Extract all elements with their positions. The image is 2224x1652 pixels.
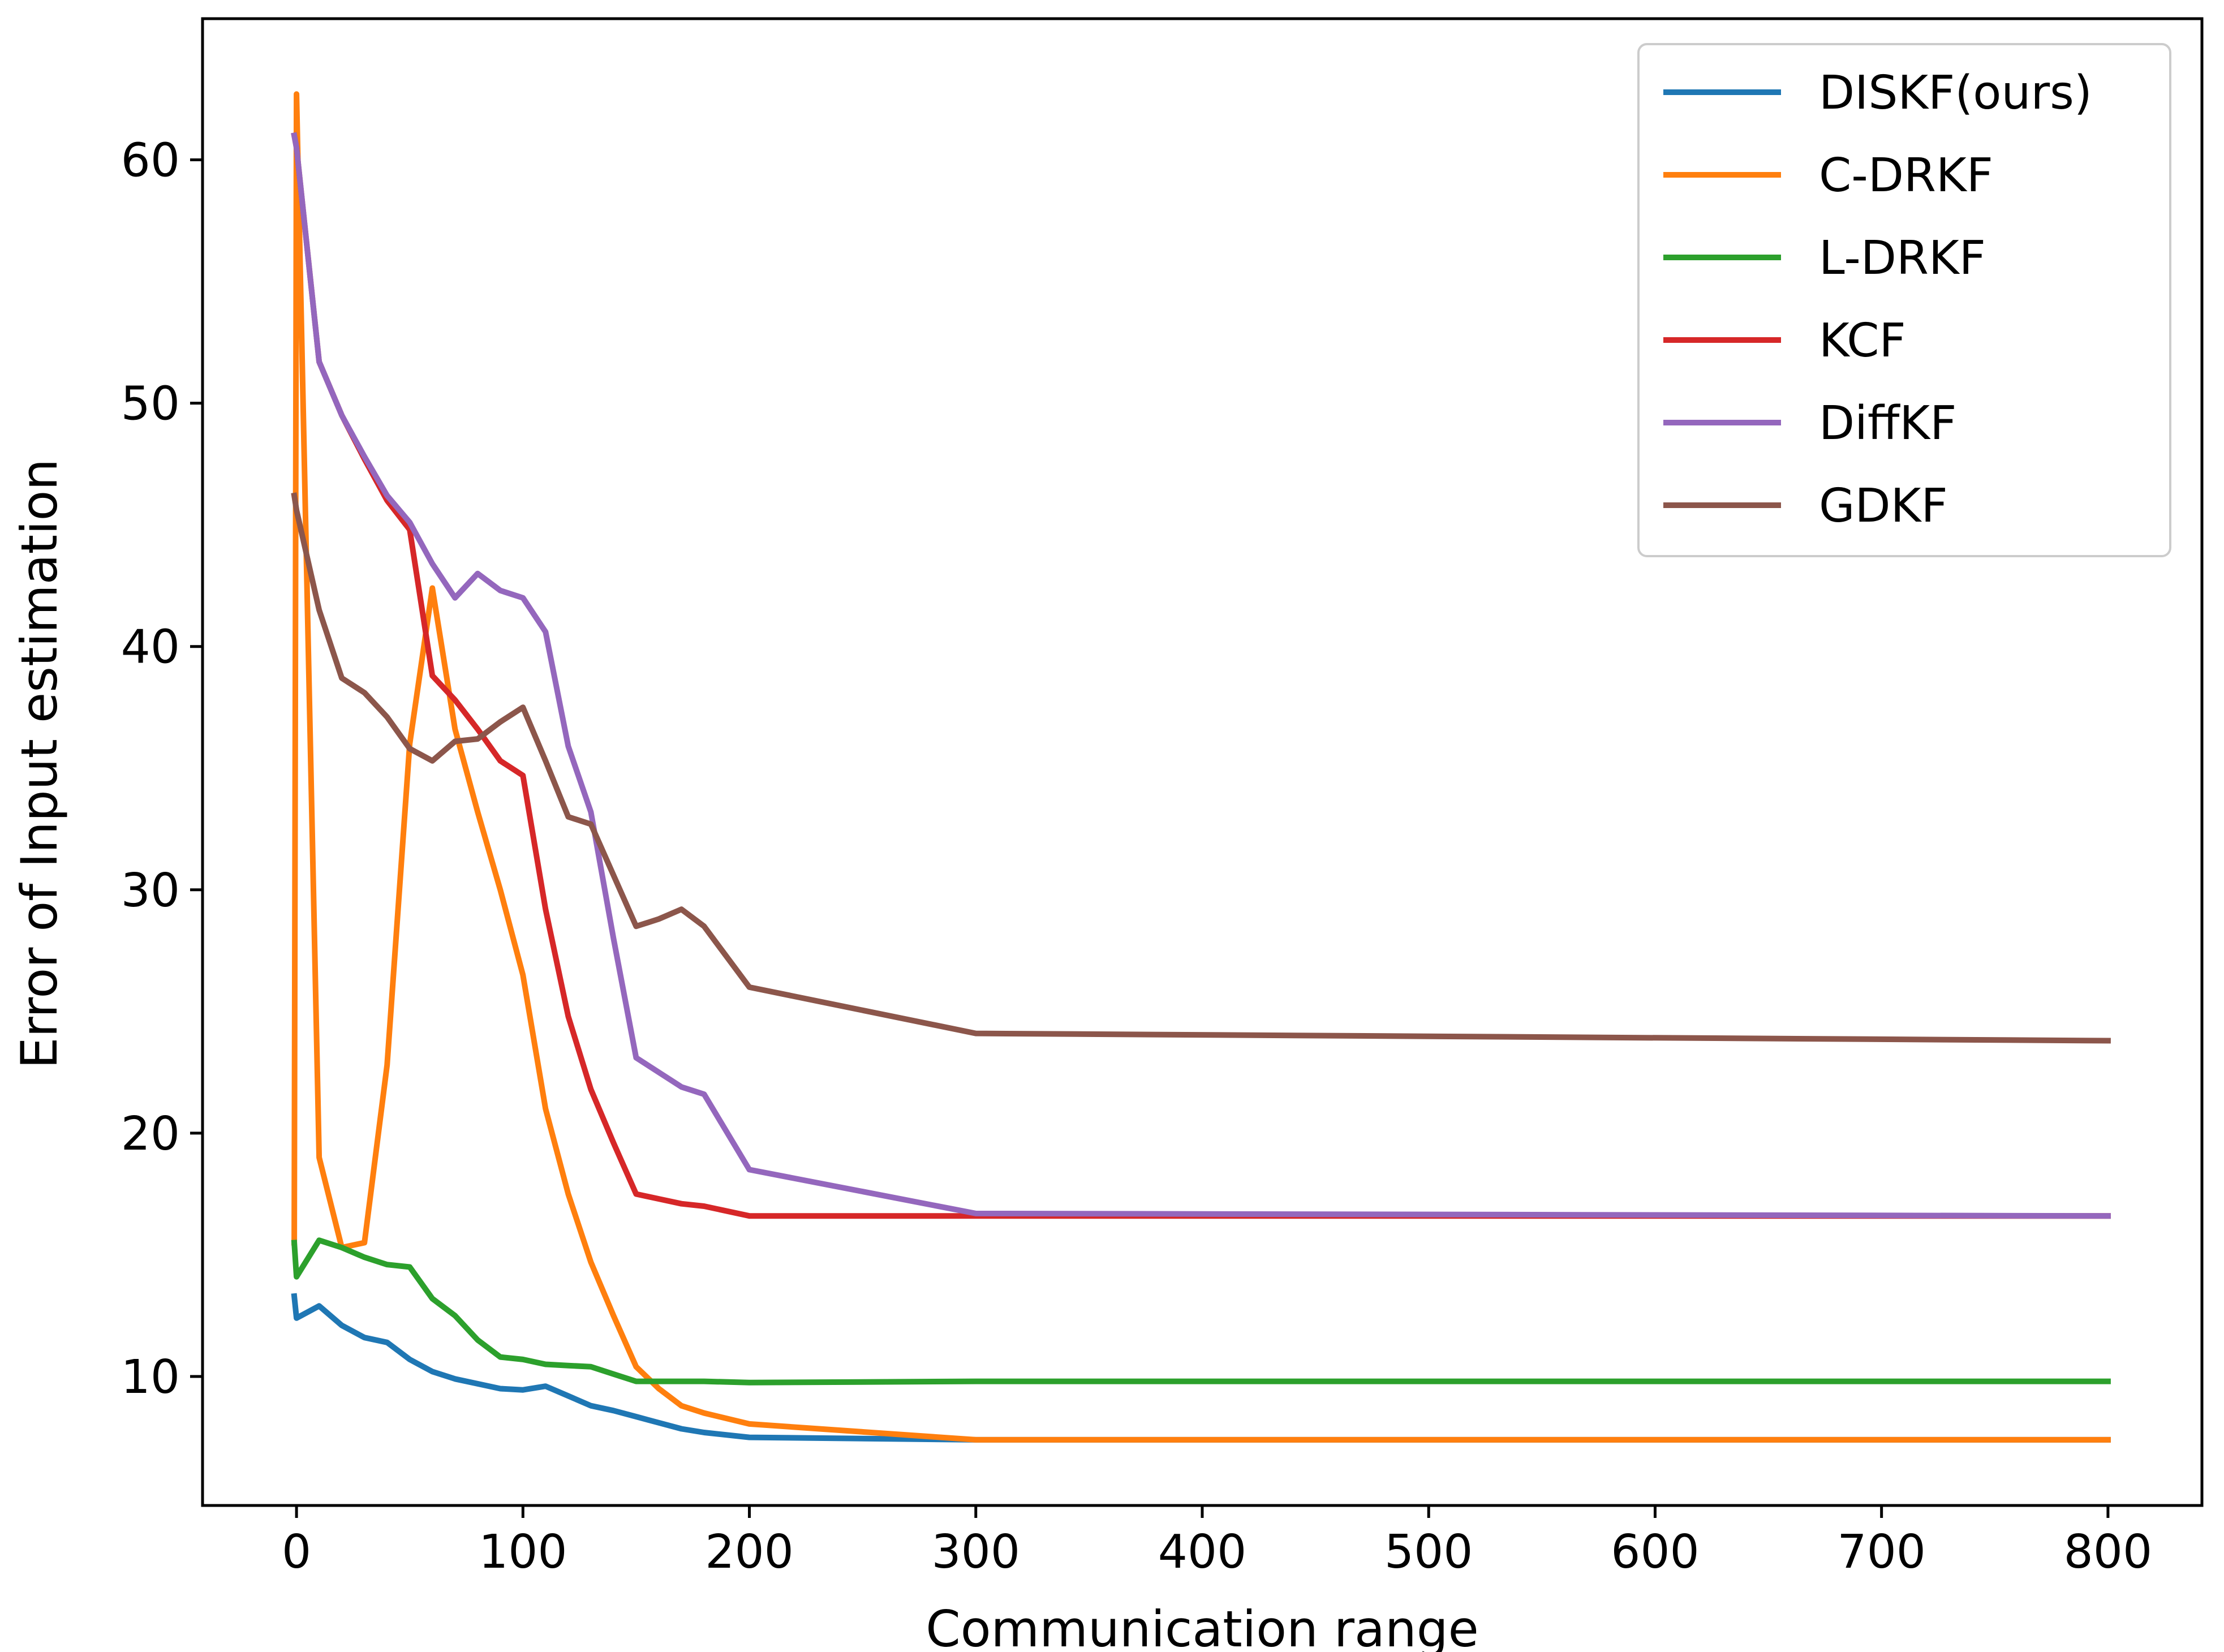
legend-label-c-drkf: C-DRKF (1819, 149, 1993, 203)
legend-label-diskf-ours: DISKF(ours) (1819, 66, 2092, 120)
series-line-c-drkf (291, 91, 2111, 1443)
x-tick-label: 0 (282, 1525, 311, 1579)
x-tick-label: 500 (1384, 1525, 1473, 1579)
series-line-l-drkf (291, 1237, 2111, 1386)
legend: DISKF(ours) C-DRKF L-DRKF KCF DiffKF GDKF (1637, 43, 2171, 557)
series-layer (291, 91, 2111, 1443)
y-axis-label: Error of Input estimation (10, 459, 68, 1069)
x-tick-label: 100 (479, 1525, 567, 1579)
x-tick-label: 700 (1837, 1525, 1926, 1579)
y-tick-label: 60 (121, 134, 180, 187)
series-line-diskf-ours (291, 1293, 2111, 1443)
x-tick-label: 400 (1158, 1525, 1247, 1579)
y-axis-ticks: 10 20 30 40 50 60 (121, 134, 203, 1404)
legend-label-gdkf: GDKF (1819, 479, 1948, 533)
x-tick-label: 200 (705, 1525, 794, 1579)
y-tick-label: 20 (121, 1107, 180, 1161)
legend-label-diffkf: DiffKF (1819, 397, 1956, 450)
x-tick-label: 300 (932, 1525, 1021, 1579)
series-line-diffkf (291, 132, 2111, 1219)
y-tick-label: 30 (121, 864, 180, 918)
y-tick-label: 10 (121, 1350, 180, 1404)
y-tick-label: 50 (121, 377, 180, 431)
legend-label-kcf: KCF (1819, 314, 1906, 368)
y-tick-label: 40 (121, 621, 180, 674)
x-axis-label: Communication range (926, 1600, 1478, 1652)
x-tick-label: 600 (1611, 1525, 1700, 1579)
legend-label-l-drkf: L-DRKF (1819, 231, 1986, 285)
x-axis-ticks: 0 100 200 300 400 500 600 700 800 (282, 1505, 2152, 1579)
series-line-gdkf (291, 492, 2111, 1044)
x-tick-label: 800 (2064, 1525, 2153, 1579)
